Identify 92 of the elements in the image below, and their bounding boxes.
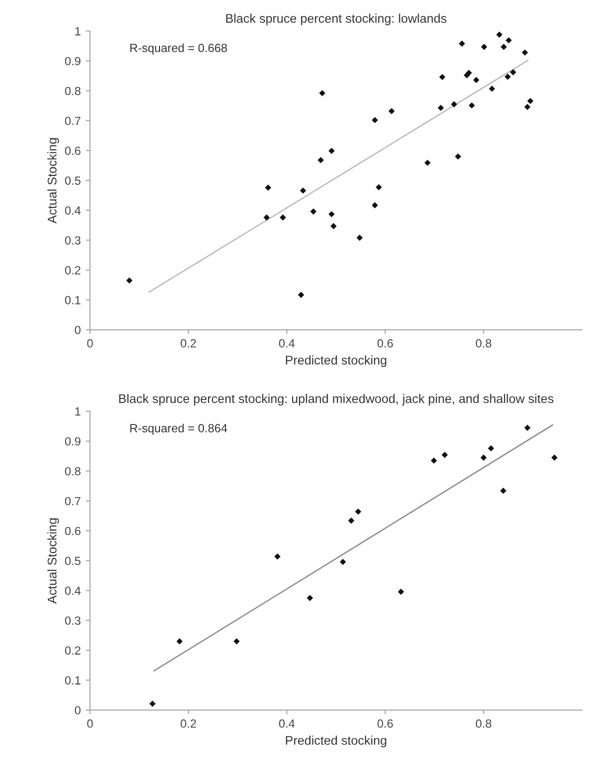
- x-tick-label: 0: [87, 339, 93, 348]
- x-axis-title: Predicted stocking: [286, 355, 386, 368]
- y-tick-label: 0: [74, 326, 81, 334]
- point: [372, 116, 378, 124]
- point: [300, 187, 306, 194]
- point: [234, 638, 240, 644]
- point: [480, 454, 487, 461]
- y-axis-title: Actual Stocking: [47, 138, 60, 224]
- point: [328, 148, 335, 154]
- point: [488, 445, 494, 452]
- point: [330, 223, 337, 230]
- point: [504, 74, 511, 80]
- point: [458, 40, 466, 47]
- point: [439, 74, 446, 80]
- point: [430, 457, 438, 464]
- point: [348, 518, 354, 524]
- point: [466, 70, 472, 76]
- point: [376, 184, 382, 190]
- y-axis-title: Actual Stocking: [47, 518, 60, 604]
- point: [318, 157, 324, 164]
- x-tick-label: 0.2: [180, 339, 196, 348]
- point: [356, 234, 363, 241]
- y-tick-label: 0.8: [65, 86, 80, 96]
- point: [328, 211, 335, 218]
- point: [442, 452, 448, 458]
- point: [265, 184, 272, 191]
- annotation: R-squared = 0.668: [130, 43, 227, 54]
- y-tick-label: 0.2: [65, 266, 80, 274]
- point: [274, 553, 281, 560]
- point: [306, 594, 314, 602]
- point: [496, 32, 502, 38]
- point: [424, 160, 431, 166]
- y-tick-label: 0.5: [65, 556, 80, 566]
- x-axis-title: Predicted stocking: [286, 736, 386, 748]
- x-tick-label: 0.8: [476, 339, 492, 348]
- y-tick-label: 0.4: [65, 206, 81, 215]
- point: [319, 90, 326, 96]
- y-tick-label: 0.7: [65, 116, 80, 126]
- point: [506, 37, 512, 44]
- point: [473, 76, 480, 84]
- point: [355, 508, 362, 515]
- point: [524, 104, 530, 110]
- x-tick-label: 0.6: [377, 339, 393, 348]
- point: [280, 214, 286, 221]
- x-tick-label: 0.6: [377, 719, 393, 728]
- point: [398, 588, 404, 595]
- y-tick-label: 0.7: [65, 496, 80, 506]
- chart-title: Black spruce percent stocking: upland mixedwood, jack pine, and shallow sites: [119, 394, 554, 406]
- y-tick-label: 0.5: [65, 176, 80, 185]
- x-tick-label: 0.4: [279, 719, 295, 728]
- point: [524, 424, 530, 431]
- point: [454, 153, 462, 160]
- point: [438, 104, 444, 111]
- point: [298, 292, 304, 298]
- point: [500, 488, 506, 494]
- x-tick-label: 0.4: [279, 339, 295, 348]
- point: [340, 558, 346, 565]
- point: [149, 700, 156, 707]
- y-tick-label: 1: [75, 407, 80, 416]
- y-tick-label: 0.9: [65, 56, 80, 66]
- point: [126, 277, 132, 284]
- point: [510, 69, 516, 76]
- y-tick-label: 0.4: [65, 586, 81, 595]
- point: [468, 102, 475, 109]
- point: [500, 44, 507, 50]
- point: [450, 101, 458, 108]
- x-tick-label: 0: [87, 719, 93, 728]
- point: [388, 108, 395, 114]
- point: [551, 454, 558, 461]
- chart-title: Black spruce percent stocking: lowlands: [226, 14, 446, 26]
- point: [264, 214, 270, 221]
- y-tick-label: 0.8: [65, 467, 80, 476]
- x-tick-label: 0.2: [180, 719, 196, 728]
- y-tick-label: 0.3: [65, 236, 80, 245]
- point: [488, 86, 496, 92]
- y-tick-label: 1: [75, 27, 80, 36]
- x-tick-label: 0.8: [476, 719, 492, 728]
- annotation: R-squared = 0.864: [130, 424, 228, 435]
- y-tick-label: 0.1: [65, 296, 80, 304]
- point: [310, 208, 316, 215]
- point: [372, 202, 378, 208]
- y-tick-label: 0: [74, 706, 81, 714]
- y-tick-label: 0.6: [65, 526, 80, 536]
- y-tick-label: 0.6: [65, 146, 80, 155]
- point: [527, 98, 534, 104]
- point: [522, 49, 528, 56]
- y-tick-label: 0.2: [65, 646, 80, 655]
- point: [480, 44, 488, 50]
- y-tick-label: 0.3: [65, 616, 80, 625]
- point: [176, 638, 183, 644]
- y-tick-label: 0.9: [65, 437, 80, 446]
- y-tick-label: 0.1: [65, 676, 80, 685]
